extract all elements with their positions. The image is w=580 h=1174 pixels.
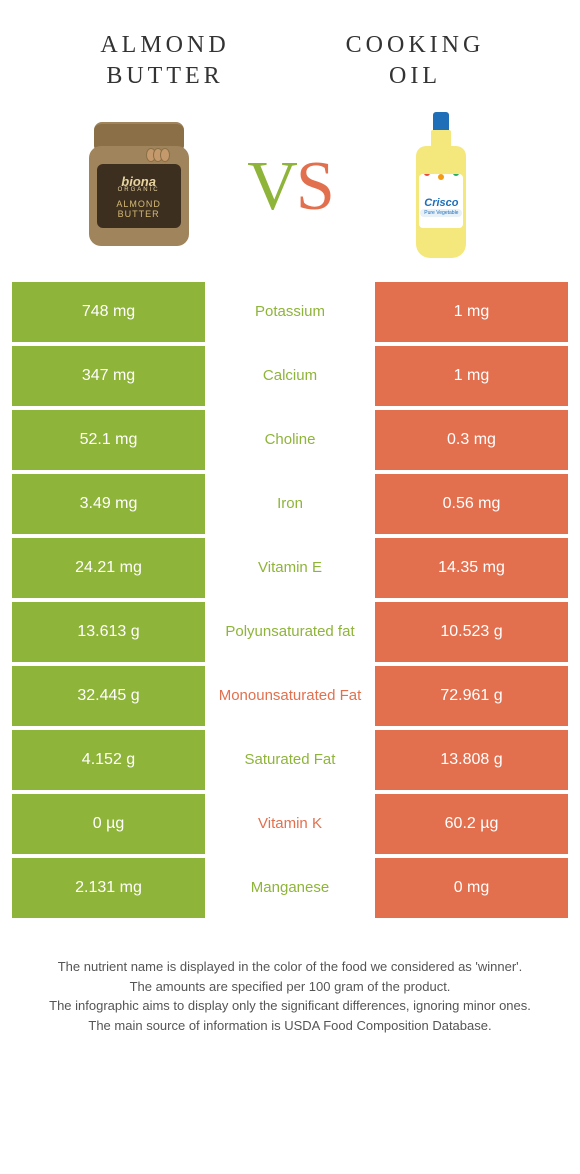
table-row: 2.131 mgManganese0 mg (12, 858, 568, 918)
left-value: 4.152 g (12, 730, 205, 790)
nutrient-label: Choline (205, 410, 375, 470)
table-row: 13.613 gPolyunsaturated fat10.523 g (12, 602, 568, 662)
vs-s: S (296, 148, 333, 225)
table-row: 748 mgPotassium1 mg (12, 282, 568, 342)
cooking-oil-bottle-icon: Crisco Pure Vegetable (411, 112, 471, 262)
left-value: 2.131 mg (12, 858, 205, 918)
right-value: 0 mg (375, 858, 568, 918)
table-row: 52.1 mgCholine0.3 mg (12, 410, 568, 470)
left-value: 3.49 mg (12, 474, 205, 534)
jar-prod2: BUTTER (118, 209, 160, 219)
nutrient-label: Saturated Fat (205, 730, 375, 790)
jar-prod1: ALMOND (116, 199, 161, 209)
almond-butter-jar-icon: biona ORGANIC ALMOND BUTTER (84, 122, 194, 252)
footer-line1: The nutrient name is displayed in the co… (30, 957, 550, 977)
nutrient-label: Potassium (205, 282, 375, 342)
footer-line3: The infographic aims to display only the… (30, 996, 550, 1016)
nutrient-label: Manganese (205, 858, 375, 918)
left-value: 13.613 g (12, 602, 205, 662)
left-value: 0 µg (12, 794, 205, 854)
table-row: 32.445 gMonounsaturated Fat72.961 g (12, 666, 568, 726)
table-row: 4.152 gSaturated Fat13.808 g (12, 730, 568, 790)
nutrient-label: Monounsaturated Fat (205, 666, 375, 726)
bottle-sub: Pure Vegetable (420, 209, 462, 217)
right-value: 10.523 g (375, 602, 568, 662)
right-value: 13.808 g (375, 730, 568, 790)
right-title-line1: COOKING (290, 30, 540, 61)
left-value: 52.1 mg (12, 410, 205, 470)
nutrient-label: Vitamin E (205, 538, 375, 598)
left-value: 32.445 g (12, 666, 205, 726)
jar-sub: ORGANIC (118, 187, 160, 193)
right-title-line2: OIL (290, 61, 540, 92)
bottle-brand: Crisco (424, 197, 458, 209)
footer-notes: The nutrient name is displayed in the co… (0, 922, 580, 1075)
vs-label: VS (247, 147, 333, 227)
right-value: 0.3 mg (375, 410, 568, 470)
nutrient-label: Calcium (205, 346, 375, 406)
footer-line2: The amounts are specified per 100 gram o… (30, 977, 550, 997)
right-value: 14.35 mg (375, 538, 568, 598)
vs-v: V (247, 148, 296, 225)
right-value: 1 mg (375, 282, 568, 342)
nutrient-label: Iron (205, 474, 375, 534)
nutrient-label: Polyunsaturated fat (205, 602, 375, 662)
left-title-line2: BUTTER (40, 61, 290, 92)
nutrient-label: Vitamin K (205, 794, 375, 854)
right-value: 0.56 mg (375, 474, 568, 534)
right-value: 60.2 µg (375, 794, 568, 854)
table-row: 3.49 mgIron0.56 mg (12, 474, 568, 534)
left-title-col: ALMOND BUTTER (40, 30, 290, 92)
right-value: 1 mg (375, 346, 568, 406)
header: ALMOND BUTTER COOKING OIL (0, 0, 580, 102)
left-product-image: biona ORGANIC ALMOND BUTTER (30, 112, 247, 262)
products-row: biona ORGANIC ALMOND BUTTER VS Crisco Pu… (0, 102, 580, 282)
footer-line4: The main source of information is USDA F… (30, 1016, 550, 1036)
table-row: 347 mgCalcium1 mg (12, 346, 568, 406)
right-title-col: COOKING OIL (290, 30, 540, 92)
right-value: 72.961 g (375, 666, 568, 726)
left-value: 24.21 mg (12, 538, 205, 598)
right-product-image: Crisco Pure Vegetable (333, 112, 550, 262)
table-row: 0 µgVitamin K60.2 µg (12, 794, 568, 854)
left-value: 748 mg (12, 282, 205, 342)
table-row: 24.21 mgVitamin E14.35 mg (12, 538, 568, 598)
left-value: 347 mg (12, 346, 205, 406)
comparison-table: 748 mgPotassium1 mg347 mgCalcium1 mg52.1… (0, 282, 580, 918)
left-title-line1: ALMOND (40, 30, 290, 61)
